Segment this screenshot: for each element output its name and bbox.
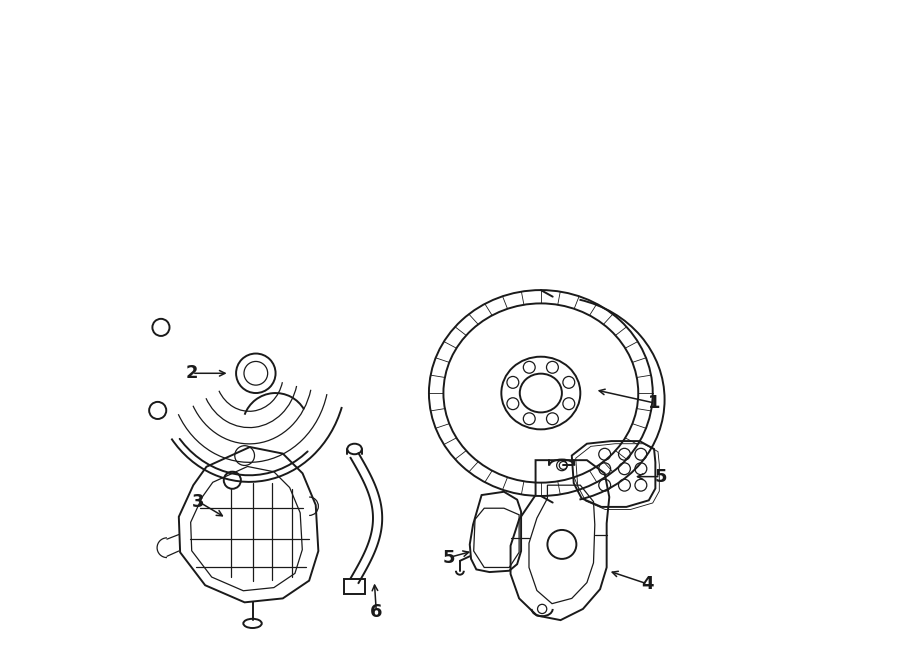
- Text: 1: 1: [648, 394, 661, 412]
- Text: 3: 3: [193, 492, 205, 511]
- Text: 2: 2: [185, 364, 198, 382]
- Text: 5: 5: [654, 467, 667, 486]
- Text: 5: 5: [443, 549, 454, 566]
- Text: 6: 6: [370, 603, 382, 621]
- Text: 4: 4: [641, 575, 653, 593]
